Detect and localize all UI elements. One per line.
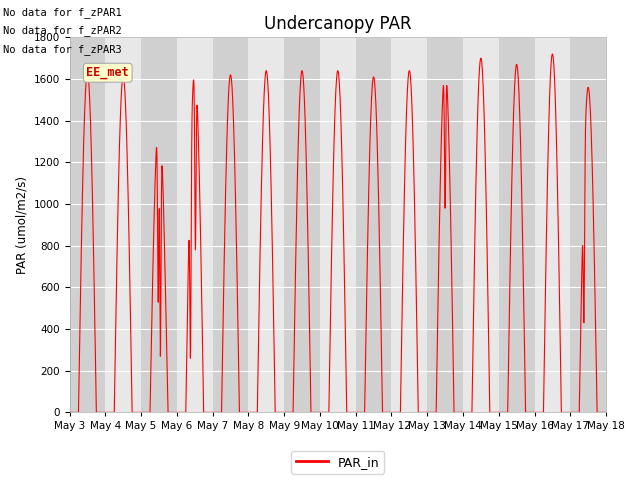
Bar	[534, 37, 570, 412]
Bar	[177, 37, 212, 412]
Bar	[106, 37, 141, 412]
Bar	[141, 37, 177, 412]
Title: Undercanopy PAR: Undercanopy PAR	[264, 15, 412, 33]
Bar	[356, 37, 392, 412]
Bar	[320, 37, 356, 412]
Legend: PAR_in: PAR_in	[291, 451, 384, 474]
Bar	[499, 37, 534, 412]
Bar	[284, 37, 320, 412]
Text: No data for f_zPAR1: No data for f_zPAR1	[3, 7, 122, 18]
Bar	[70, 37, 106, 412]
Bar	[428, 37, 463, 412]
Text: No data for f_zPAR2: No data for f_zPAR2	[3, 25, 122, 36]
Bar	[212, 37, 248, 412]
Bar	[392, 37, 428, 412]
Bar	[463, 37, 499, 412]
Text: EE_met: EE_met	[86, 66, 129, 79]
Y-axis label: PAR (umol/m2/s): PAR (umol/m2/s)	[15, 176, 28, 274]
Bar	[248, 37, 284, 412]
Bar	[570, 37, 606, 412]
Text: No data for f_zPAR3: No data for f_zPAR3	[3, 44, 122, 55]
